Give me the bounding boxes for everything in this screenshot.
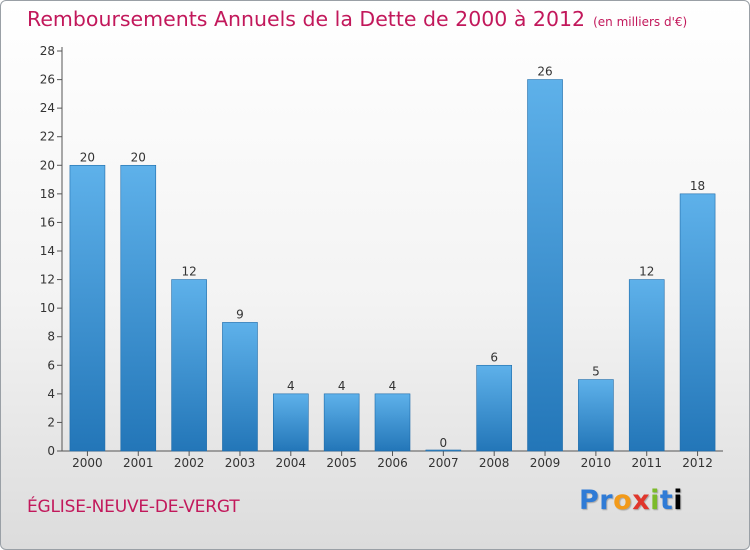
commune-name: ÉGLISE-NEUVE-DE-VERGT (27, 497, 240, 517)
bar (120, 164, 157, 452)
x-tick-label: 2003 (225, 456, 256, 470)
logo-letter: i (673, 485, 684, 516)
logo-letter: x (632, 485, 651, 516)
x-tick-label: 2001 (123, 456, 154, 470)
data-label: 20 (131, 150, 146, 164)
bar (527, 79, 563, 452)
x-tick-label: 2005 (326, 456, 357, 470)
logo-letter: P (579, 485, 600, 516)
bar (476, 364, 512, 452)
data-label: 26 (537, 65, 552, 79)
x-tick-label: 2011 (631, 456, 662, 470)
data-label: 4 (287, 379, 295, 393)
x-tick-label: 2008 (479, 456, 510, 470)
y-tick-label: 14 (40, 244, 55, 258)
data-label: 9 (236, 307, 244, 321)
bar (171, 279, 207, 452)
x-tick-label: 2009 (530, 456, 561, 470)
y-tick-label: 26 (40, 73, 55, 87)
value-labels: 20 20 12 9 4 4 4 0 6 26 5 12 18 (80, 65, 705, 450)
data-label: 12 (181, 265, 196, 279)
x-tick-label: 2002 (174, 456, 205, 470)
logo-letter: t (659, 485, 674, 516)
bar (578, 379, 614, 452)
logo-letter: o (613, 485, 633, 516)
bar (425, 449, 462, 452)
y-tick-label: 22 (40, 130, 55, 144)
chart-unit: (en milliers d'€) (593, 15, 688, 29)
data-label: 6 (490, 350, 498, 364)
y-tick-label: 8 (47, 330, 55, 344)
bar (69, 164, 106, 452)
y-tick-label: 28 (40, 44, 55, 58)
bars (69, 79, 716, 452)
bar (679, 193, 716, 452)
y-tick-label: 18 (40, 187, 55, 201)
x-tick-label: 2010 (581, 456, 612, 470)
x-tick-label: 2000 (72, 456, 103, 470)
bar (628, 279, 665, 452)
y-tick-label: 2 (47, 415, 55, 429)
data-label: 5 (592, 365, 600, 379)
y-tick-label: 24 (40, 101, 55, 115)
y-tick-label: 10 (40, 301, 55, 315)
logo-letter: i (650, 485, 660, 516)
y-tick-label: 20 (40, 158, 55, 172)
bar (374, 393, 411, 452)
data-label: 0 (440, 436, 448, 450)
chart-title: Remboursements Annuels de la Dette de 20… (27, 7, 687, 31)
x-tick-label: 2006 (377, 456, 408, 470)
x-tick-label: 2004 (276, 456, 307, 470)
x-tick-label: 2012 (682, 456, 713, 470)
data-label: 18 (690, 179, 705, 193)
logo-letter: r (599, 485, 614, 516)
data-label: 4 (338, 379, 346, 393)
bar (222, 322, 258, 452)
y-tick-label: 16 (40, 215, 55, 229)
bar (323, 393, 360, 452)
data-label: 12 (639, 265, 654, 279)
data-label: 4 (389, 379, 397, 393)
y-tick-label: 12 (40, 273, 55, 287)
x-tick-label: 2007 (428, 456, 459, 470)
y-tick-label: 4 (47, 387, 55, 401)
proxiti-logo: Proxiti (579, 485, 683, 516)
data-label: 20 (80, 150, 95, 164)
y-tick-label: 0 (47, 444, 55, 458)
chart-title-text: Remboursements Annuels de la Dette de 20… (27, 7, 586, 31)
y-tick-label: 6 (47, 358, 55, 372)
bar (273, 393, 309, 452)
